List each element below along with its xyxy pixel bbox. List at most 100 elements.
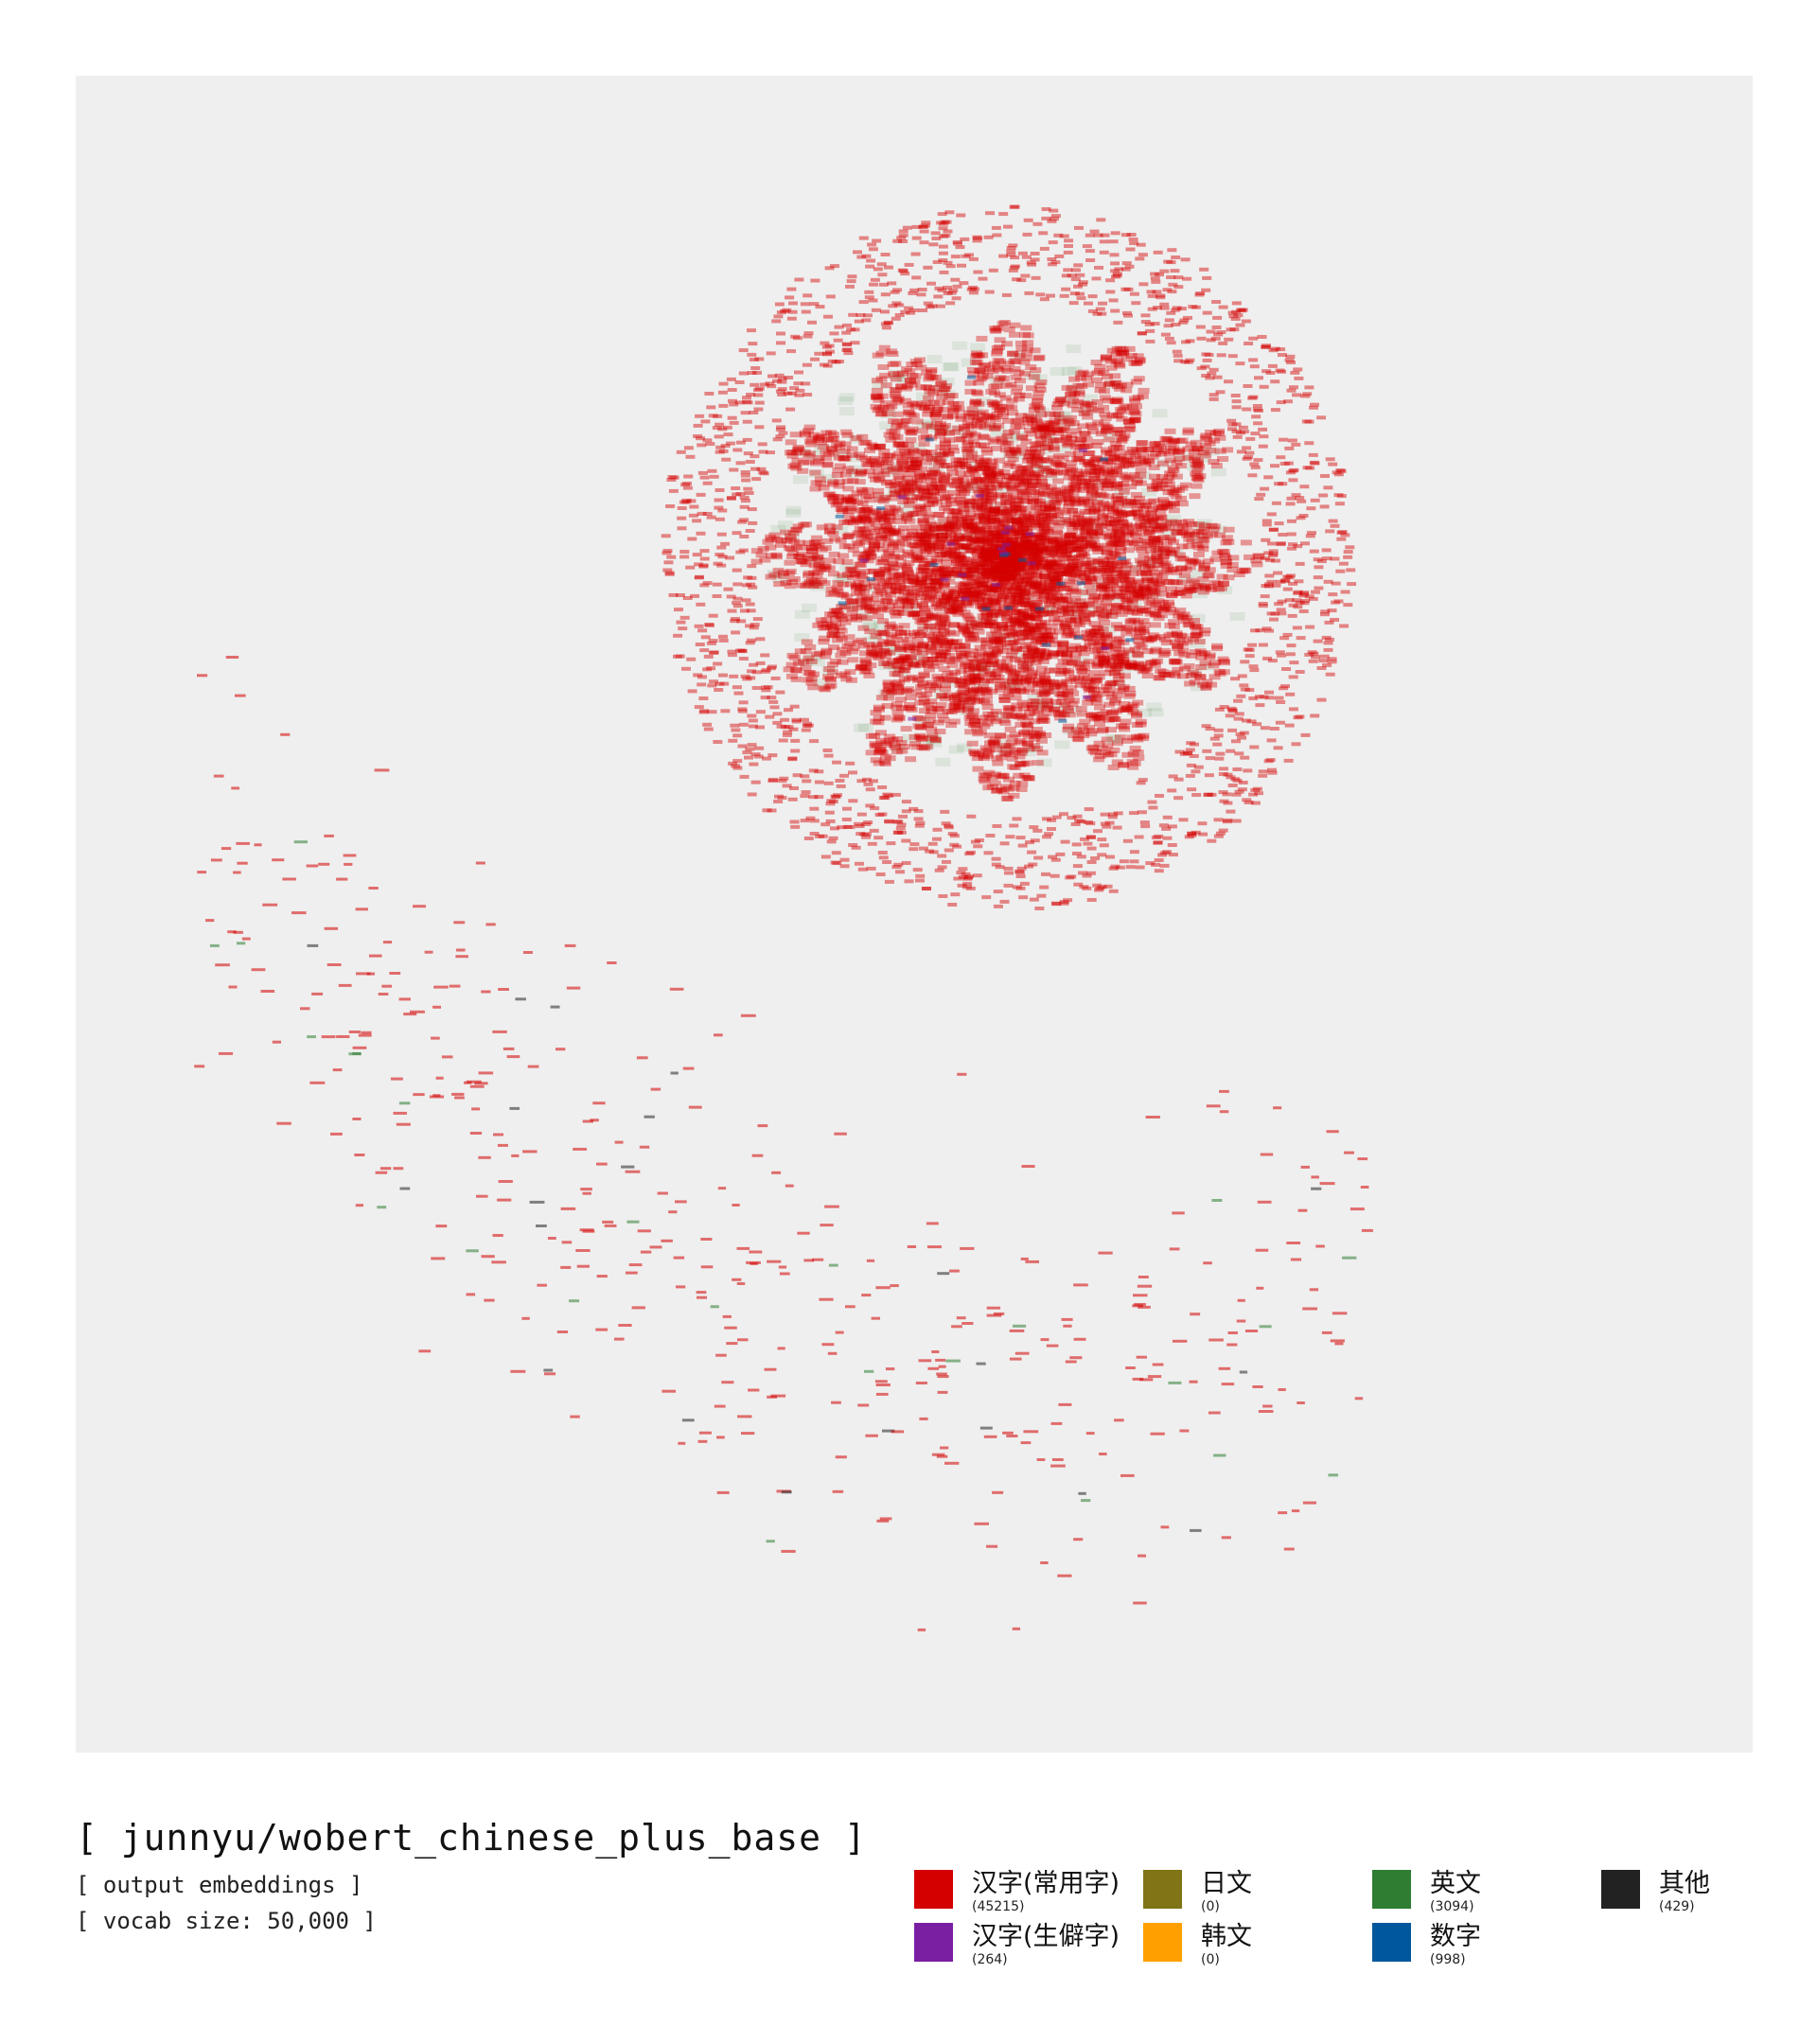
common-hanzi-token-mark <box>905 756 917 763</box>
common-hanzi-token-mark <box>1173 449 1185 455</box>
common-hanzi-token-mark <box>1106 529 1119 536</box>
common-hanzi-token-mark <box>1044 503 1056 509</box>
common-hanzi-token-mark <box>955 555 967 562</box>
common-hanzi-token-mark <box>950 568 962 574</box>
common-hanzi-token-mark <box>1103 436 1116 443</box>
common-hanzi-token-mark <box>837 508 849 515</box>
common-hanzi-token-mark <box>1120 461 1132 467</box>
common-hanzi-token-mark <box>883 405 895 411</box>
common-hanzi-token-mark <box>1141 648 1154 655</box>
common-hanzi-token-mark <box>1040 573 1052 580</box>
common-hanzi-token-mark <box>1141 538 1154 545</box>
common-hanzi-token-mark <box>1105 680 1117 686</box>
common-hanzi-token-mark <box>982 472 995 479</box>
common-hanzi-token-mark <box>1032 656 1044 662</box>
common-hanzi-token-mark <box>878 630 891 637</box>
common-hanzi-token-mark <box>1049 569 1061 575</box>
common-hanzi-token-mark <box>837 659 849 665</box>
common-hanzi-token-mark <box>1008 560 1020 567</box>
common-hanzi-token-mark <box>952 477 964 484</box>
common-hanzi-token-mark <box>1111 427 1123 433</box>
common-hanzi-token-mark <box>911 637 924 643</box>
common-hanzi-token-mark <box>1015 749 1028 756</box>
common-hanzi-token-mark <box>1076 606 1088 611</box>
common-hanzi-token-mark <box>941 550 953 556</box>
common-hanzi-token-mark <box>986 472 998 479</box>
common-hanzi-token-mark <box>974 644 986 651</box>
common-hanzi-token-mark <box>890 744 902 750</box>
common-hanzi-token-mark <box>1061 626 1073 632</box>
common-hanzi-token-mark <box>991 400 1003 407</box>
common-hanzi-token-mark <box>1111 396 1123 403</box>
common-hanzi-token-mark <box>1119 673 1131 679</box>
common-hanzi-token-mark <box>1087 537 1100 543</box>
common-hanzi-token-mark <box>1063 500 1075 506</box>
common-hanzi-token-mark <box>1111 740 1123 747</box>
common-hanzi-token-mark <box>856 454 868 461</box>
common-hanzi-token-mark <box>1041 420 1053 427</box>
common-hanzi-token-mark <box>873 542 885 549</box>
common-hanzi-token-mark <box>1020 355 1032 361</box>
common-hanzi-token-mark <box>948 694 961 700</box>
common-hanzi-token-mark <box>1044 601 1055 608</box>
common-hanzi-token-mark <box>1221 535 1233 541</box>
common-hanzi-token-mark <box>986 399 998 405</box>
common-hanzi-token-mark <box>886 599 898 606</box>
common-hanzi-token-mark <box>842 572 854 578</box>
common-hanzi-token-mark <box>1209 430 1222 436</box>
common-hanzi-token-mark <box>860 659 873 665</box>
common-hanzi-token-mark <box>981 658 994 664</box>
common-hanzi-token-mark <box>995 733 1007 740</box>
common-hanzi-token-mark <box>1034 432 1047 439</box>
common-hanzi-token-mark <box>1099 584 1111 590</box>
common-hanzi-token-mark <box>1119 577 1131 584</box>
common-hanzi-token-mark <box>1043 579 1055 586</box>
common-hanzi-token-mark <box>1073 455 1085 462</box>
common-hanzi-token-mark <box>1077 590 1088 595</box>
common-hanzi-token-mark <box>914 472 926 479</box>
common-hanzi-token-mark <box>1048 579 1059 586</box>
common-hanzi-token-mark <box>1091 714 1103 720</box>
common-hanzi-token-mark <box>1028 495 1039 502</box>
common-hanzi-token-mark <box>1041 458 1053 465</box>
common-hanzi-token-mark <box>997 626 1009 632</box>
common-hanzi-token-mark <box>904 647 916 654</box>
english-token-mark <box>1101 625 1117 634</box>
common-hanzi-token-mark <box>944 608 957 615</box>
common-hanzi-token-mark <box>919 608 931 614</box>
common-hanzi-token-mark <box>915 692 927 698</box>
common-hanzi-token-mark <box>1014 466 1027 472</box>
english-token-mark <box>1073 656 1089 665</box>
common-hanzi-token-mark <box>1120 387 1133 394</box>
common-hanzi-token-mark <box>1092 663 1104 670</box>
common-hanzi-token-mark <box>870 633 882 640</box>
common-hanzi-token-mark <box>974 561 986 568</box>
common-hanzi-token-mark <box>905 654 917 661</box>
common-hanzi-token-mark <box>1111 346 1123 352</box>
english-token-mark <box>909 659 926 668</box>
common-hanzi-token-mark <box>1021 722 1033 729</box>
common-hanzi-token-mark <box>1015 543 1028 550</box>
common-hanzi-token-mark <box>932 512 944 518</box>
common-hanzi-token-mark <box>964 379 977 386</box>
common-hanzi-token-mark <box>847 478 859 485</box>
common-hanzi-token-mark <box>1006 569 1017 575</box>
common-hanzi-token-mark <box>905 592 917 599</box>
common-hanzi-token-mark <box>1031 627 1043 634</box>
common-hanzi-token-mark <box>947 630 960 637</box>
common-hanzi-token-mark <box>1020 578 1032 584</box>
common-hanzi-token-mark <box>1034 539 1047 546</box>
common-hanzi-token-mark <box>960 521 972 528</box>
common-hanzi-token-mark <box>922 489 934 496</box>
common-hanzi-token-mark <box>850 582 862 589</box>
common-hanzi-token-mark <box>1013 417 1025 424</box>
common-hanzi-token-mark <box>892 554 904 560</box>
common-hanzi-token-mark <box>1071 621 1084 626</box>
common-hanzi-token-mark <box>948 643 961 650</box>
common-hanzi-token-mark <box>991 545 1002 552</box>
common-hanzi-token-mark <box>965 547 978 554</box>
common-hanzi-token-mark <box>1023 573 1035 579</box>
common-hanzi-token-mark <box>1191 445 1203 451</box>
common-hanzi-token-mark <box>857 625 870 631</box>
common-hanzi-token-mark <box>1079 665 1091 672</box>
